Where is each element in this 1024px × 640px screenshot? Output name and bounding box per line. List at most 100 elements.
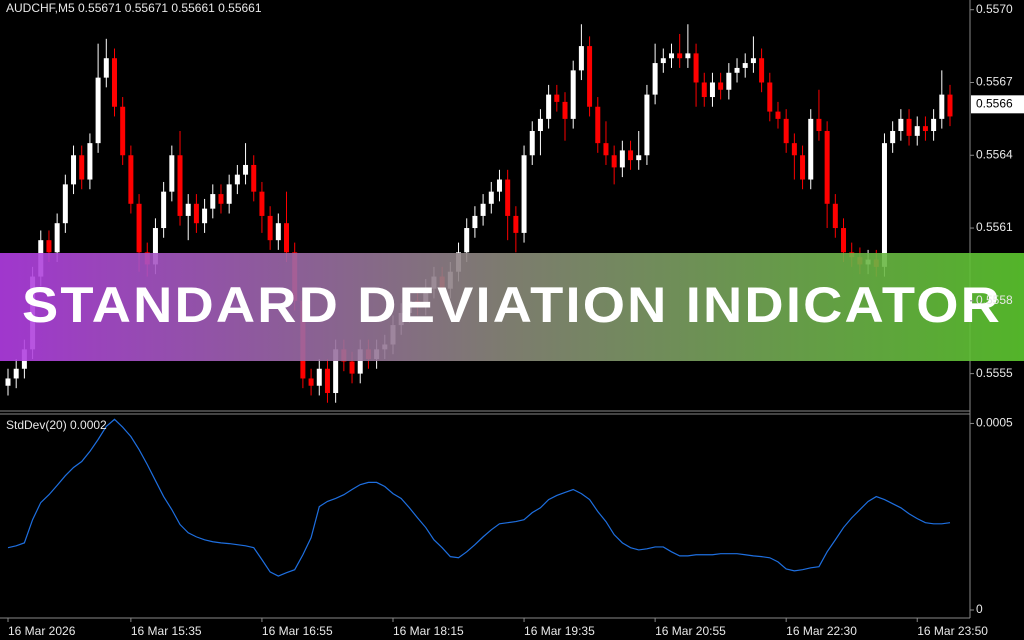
y-tick-label: 0.5570 (976, 2, 1013, 16)
candle-body (546, 94, 552, 119)
candle-body (537, 118, 543, 132)
candle-body (71, 155, 77, 185)
candle-body (488, 191, 494, 204)
candle-body (251, 164, 257, 192)
candle-body (701, 82, 707, 98)
candle-body (185, 203, 191, 216)
candle-body (767, 82, 773, 112)
y-tick-label: 0.5558 (976, 293, 1013, 307)
banner (0, 253, 1024, 361)
candle-body (218, 194, 224, 204)
candle-body (5, 378, 11, 386)
candle-body (324, 368, 330, 394)
candle-body (333, 349, 339, 394)
candle-body (742, 63, 748, 68)
candle-body (87, 143, 93, 180)
candle-body (808, 118, 814, 180)
candle-body (644, 94, 650, 156)
y-tick-label: 0.5564 (976, 147, 1013, 161)
candle-body (660, 58, 666, 64)
candle-body (947, 94, 953, 117)
candle-body (120, 106, 126, 156)
candle-body (914, 126, 920, 136)
candle-body (726, 72, 732, 90)
candle-body (816, 118, 822, 132)
candle-body (46, 240, 52, 253)
candle-body (95, 77, 101, 144)
y-tick-label: 0.5555 (976, 366, 1013, 380)
candle-body (177, 155, 183, 216)
candle-body (267, 215, 273, 241)
candle-body (775, 111, 781, 119)
candle-body (709, 82, 715, 98)
candle-body (841, 228, 847, 253)
x-tick-label: 16 Mar 18:15 (393, 624, 464, 638)
candle-body (79, 155, 85, 180)
candle-body (152, 228, 158, 265)
banner-text: STANDARD DEVIATION INDICATOR (22, 277, 1002, 333)
candle-body (783, 118, 789, 144)
candle-body (898, 118, 904, 132)
candle-body (284, 223, 290, 253)
candle-body (922, 126, 928, 132)
candle-body (103, 58, 109, 78)
x-tick-label: 16 Mar 15:35 (131, 624, 202, 638)
candle-body (718, 82, 724, 90)
candle-body (234, 174, 240, 185)
candle-body (226, 184, 232, 204)
candle-body (275, 223, 281, 241)
candle-body (357, 349, 363, 374)
candle-body (505, 179, 511, 216)
candle-body (759, 58, 765, 83)
candle-body (62, 184, 68, 224)
candle-body (636, 155, 642, 161)
x-tick-label: 16 Mar 22:30 (786, 624, 857, 638)
candle-body (595, 106, 601, 144)
candle-body (931, 118, 937, 132)
indicator-line (7, 418, 951, 577)
candle-body (791, 143, 797, 156)
candle-body (554, 94, 560, 102)
candle-body (693, 53, 699, 83)
candle-body (210, 194, 216, 209)
y-tick-label: 0.5567 (976, 75, 1013, 89)
candle-body (881, 143, 887, 267)
candle-body (472, 215, 478, 229)
candle-body (529, 131, 535, 156)
candle-body (652, 63, 658, 95)
candle-body (832, 203, 838, 229)
candle-body (906, 118, 912, 136)
candle-body (111, 58, 117, 107)
candle-body (562, 101, 568, 119)
candle-body (316, 368, 322, 386)
candle-body (54, 223, 60, 253)
current-price-label: 0.5566 (976, 96, 1013, 110)
candle-body (202, 208, 208, 224)
candle-body (496, 179, 502, 192)
candle-body (521, 155, 527, 233)
candle-body (169, 155, 175, 192)
x-tick-label: 16 Mar 16:55 (262, 624, 333, 638)
y-tick-label: 0.5561 (976, 220, 1013, 234)
candle-body (193, 203, 199, 224)
candle-body (128, 155, 134, 204)
candle-body (824, 131, 830, 204)
current-price-box (971, 95, 1024, 114)
candle-body (628, 150, 634, 161)
candle-body (603, 143, 609, 156)
candle-body (464, 228, 470, 253)
y2-tick-label: 0.0005 (976, 416, 1013, 430)
chart-title: AUDCHF,M5 0.55671 0.55671 0.55661 0.5566… (6, 1, 262, 15)
candle-body (308, 378, 314, 386)
x-tick-label: 16 Mar 2026 (8, 624, 76, 638)
candle-body (259, 191, 265, 216)
candle-body (734, 67, 740, 73)
candle-body (668, 53, 674, 59)
candle-body (349, 361, 355, 374)
candle-body (136, 203, 142, 253)
candle-body (243, 164, 249, 175)
x-tick-label: 16 Mar 20:55 (655, 624, 726, 638)
candle-body (578, 46, 584, 71)
